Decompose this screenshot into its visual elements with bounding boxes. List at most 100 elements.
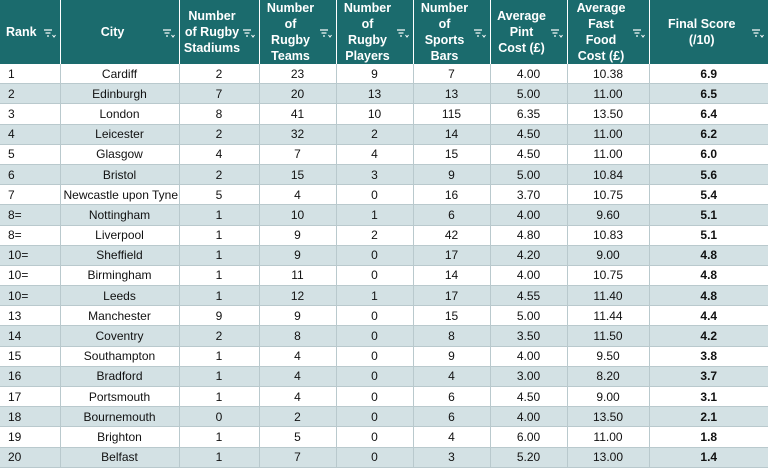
cell-stadiums[interactable]: 7 <box>179 83 260 105</box>
cell-pint[interactable]: 3.00 <box>490 366 568 388</box>
cell-players[interactable]: 1 <box>336 285 414 307</box>
cell-teams[interactable]: 9 <box>259 245 337 266</box>
cell-city[interactable]: Leeds <box>60 285 180 307</box>
cell-teams[interactable]: 23 <box>259 64 337 85</box>
header-food[interactable]: Average Fast Food Cost (£) <box>567 0 650 64</box>
cell-city[interactable]: Manchester <box>60 305 180 327</box>
header-players[interactable]: Number of Rugby Players <box>336 0 414 64</box>
cell-players[interactable]: 2 <box>336 225 414 246</box>
cell-score[interactable]: 6.4 <box>649 103 768 125</box>
cell-stadiums[interactable]: 2 <box>179 64 260 85</box>
cell-bars[interactable]: 4 <box>413 426 491 448</box>
cell-food[interactable]: 10.75 <box>567 184 650 206</box>
cell-rank[interactable]: 16 <box>0 366 61 388</box>
cell-bars[interactable]: 15 <box>413 305 491 327</box>
cell-rank[interactable]: 17 <box>0 386 61 408</box>
cell-city[interactable]: Sheffield <box>60 245 180 266</box>
cell-score[interactable]: 4.8 <box>649 265 768 287</box>
filter-dropdown-icon[interactable] <box>319 27 332 38</box>
cell-players[interactable]: 0 <box>336 366 414 388</box>
cell-pint[interactable]: 5.20 <box>490 447 568 468</box>
cell-score[interactable]: 5.4 <box>649 184 768 206</box>
cell-rank[interactable]: 15 <box>0 346 61 367</box>
cell-pint[interactable]: 6.35 <box>490 103 568 125</box>
cell-city[interactable]: Edinburgh <box>60 83 180 105</box>
cell-stadiums[interactable]: 1 <box>179 265 260 287</box>
cell-teams[interactable]: 7 <box>259 144 337 165</box>
header-score[interactable]: Final Score (/10) <box>649 0 768 64</box>
cell-stadiums[interactable]: 2 <box>179 124 260 145</box>
cell-score[interactable]: 6.0 <box>649 144 768 165</box>
cell-pint[interactable]: 4.50 <box>490 124 568 145</box>
cell-bars[interactable]: 115 <box>413 103 491 125</box>
cell-pint[interactable]: 4.55 <box>490 285 568 307</box>
cell-pint[interactable]: 5.00 <box>490 83 568 105</box>
cell-players[interactable]: 0 <box>336 447 414 468</box>
cell-score[interactable]: 5.6 <box>649 164 768 186</box>
cell-food[interactable]: 13.00 <box>567 447 650 468</box>
cell-city[interactable]: Liverpool <box>60 225 180 246</box>
filter-dropdown-icon[interactable] <box>752 27 764 38</box>
cell-score[interactable]: 4.8 <box>649 245 768 266</box>
cell-pint[interactable]: 4.80 <box>490 225 568 246</box>
cell-bars[interactable]: 14 <box>413 265 491 287</box>
cell-food[interactable]: 9.50 <box>567 346 650 367</box>
cell-players[interactable]: 9 <box>336 64 414 85</box>
cell-stadiums[interactable]: 1 <box>179 225 260 246</box>
cell-teams[interactable]: 15 <box>259 164 337 186</box>
cell-score[interactable]: 4.8 <box>649 285 768 307</box>
filter-dropdown-icon[interactable] <box>550 27 563 38</box>
cell-pint[interactable]: 4.00 <box>490 204 568 226</box>
cell-stadiums[interactable]: 1 <box>179 245 260 266</box>
cell-score[interactable]: 2.1 <box>649 406 768 428</box>
cell-city[interactable]: Brighton <box>60 426 180 448</box>
cell-city[interactable]: Bournemouth <box>60 406 180 428</box>
cell-players[interactable]: 0 <box>336 426 414 448</box>
cell-bars[interactable]: 8 <box>413 325 491 347</box>
cell-stadiums[interactable]: 4 <box>179 144 260 165</box>
cell-stadiums[interactable]: 1 <box>179 366 260 388</box>
cell-food[interactable]: 8.20 <box>567 366 650 388</box>
cell-players[interactable]: 0 <box>336 386 414 408</box>
cell-players[interactable]: 0 <box>336 346 414 367</box>
cell-score[interactable]: 1.4 <box>649 447 768 468</box>
cell-score[interactable]: 3.7 <box>649 366 768 388</box>
cell-bars[interactable]: 6 <box>413 406 491 428</box>
cell-bars[interactable]: 9 <box>413 164 491 186</box>
cell-teams[interactable]: 4 <box>259 366 337 388</box>
cell-teams[interactable]: 32 <box>259 124 337 145</box>
cell-rank[interactable]: 18 <box>0 406 61 428</box>
cell-city[interactable]: London <box>60 103 180 125</box>
cell-teams[interactable]: 9 <box>259 305 337 327</box>
cell-players[interactable]: 0 <box>336 265 414 287</box>
cell-rank[interactable]: 20 <box>0 447 61 468</box>
cell-rank[interactable]: 19 <box>0 426 61 448</box>
cell-city[interactable]: Nottingham <box>60 204 180 226</box>
cell-food[interactable]: 9.00 <box>567 245 650 266</box>
cell-city[interactable]: Bradford <box>60 366 180 388</box>
header-teams[interactable]: Number of Rugby Teams <box>259 0 337 64</box>
filter-dropdown-icon[interactable] <box>396 27 409 38</box>
filter-dropdown-icon[interactable] <box>242 27 255 38</box>
cell-score[interactable]: 5.1 <box>649 204 768 226</box>
cell-rank[interactable]: 14 <box>0 325 61 347</box>
filter-dropdown-icon[interactable] <box>162 27 175 38</box>
cell-stadiums[interactable]: 1 <box>179 426 260 448</box>
cell-food[interactable]: 9.00 <box>567 386 650 408</box>
cell-city[interactable]: Cardiff <box>60 64 180 85</box>
cell-city[interactable]: Portsmouth <box>60 386 180 408</box>
cell-players[interactable]: 2 <box>336 124 414 145</box>
cell-pint[interactable]: 4.00 <box>490 406 568 428</box>
header-rank[interactable]: Rank <box>0 0 61 64</box>
cell-players[interactable]: 13 <box>336 83 414 105</box>
cell-rank[interactable]: 7 <box>0 184 61 206</box>
cell-rank[interactable]: 10= <box>0 245 61 266</box>
cell-city[interactable]: Southampton <box>60 346 180 367</box>
cell-bars[interactable]: 6 <box>413 386 491 408</box>
cell-teams[interactable]: 11 <box>259 265 337 287</box>
cell-rank[interactable]: 13 <box>0 305 61 327</box>
cell-stadiums[interactable]: 1 <box>179 204 260 226</box>
cell-bars[interactable]: 14 <box>413 124 491 145</box>
cell-score[interactable]: 6.5 <box>649 83 768 105</box>
cell-food[interactable]: 10.83 <box>567 225 650 246</box>
